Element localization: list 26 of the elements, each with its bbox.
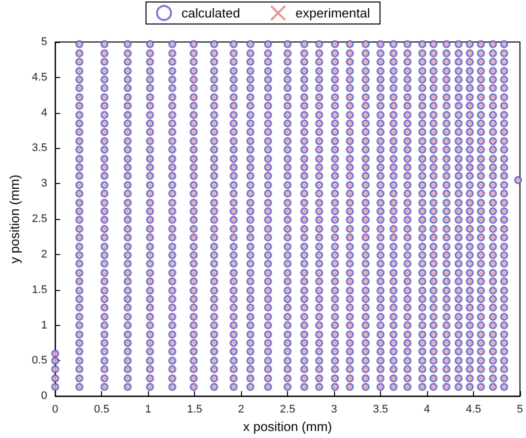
y-tick-label: 1 — [41, 319, 48, 332]
legend-label: experimental — [296, 6, 370, 20]
y-tick-label: 5 — [41, 36, 48, 48]
y-tick-label: 1.5 — [32, 284, 48, 296]
y-tick-label: 4.5 — [32, 71, 48, 84]
x-tick-label: 3.5 — [372, 404, 388, 416]
y-tick-label: 3 — [41, 178, 48, 190]
y-tick-label: 0.5 — [32, 354, 48, 367]
x-tick-label: 0.5 — [94, 404, 110, 416]
x-tick-label: 4 — [424, 404, 430, 416]
y-tick-label: 2.5 — [32, 213, 48, 226]
legend-label: calculated — [182, 6, 240, 20]
x-tick-label: 2 — [238, 404, 244, 416]
x-tick-label: 4.5 — [466, 404, 482, 416]
y-tick-label: 4 — [41, 106, 48, 119]
y-tick-label: 2 — [41, 248, 48, 260]
x-tick-label: 5 — [516, 404, 524, 416]
x-axis-title: x position (mm) — [243, 419, 332, 434]
x-tick-label: 1 — [145, 404, 152, 416]
x-tick-label: 2.5 — [280, 404, 296, 416]
y-tick-label: 0 — [41, 390, 48, 402]
x-tick-label: 3 — [330, 404, 338, 416]
x-tick-label: 1.5 — [186, 404, 202, 416]
x-tick-label: 0 — [52, 404, 58, 416]
y-axis-title: y position (mm) — [7, 174, 22, 264]
y-tick-label: 3.5 — [32, 142, 48, 154]
